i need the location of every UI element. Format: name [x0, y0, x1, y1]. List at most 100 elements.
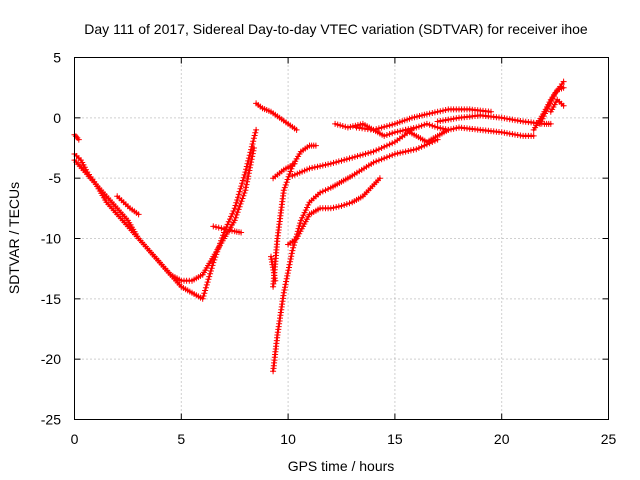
data-point	[346, 155, 353, 162]
data-point	[228, 213, 235, 220]
data-point	[314, 163, 321, 170]
data-point	[286, 261, 293, 268]
data-point	[381, 132, 388, 139]
data-point	[440, 107, 446, 114]
data-point	[389, 152, 396, 159]
series-sat-f	[253, 100, 300, 133]
y-tick-label: -10	[41, 231, 61, 247]
data-point	[203, 281, 210, 288]
data-point	[407, 147, 414, 154]
data-point	[386, 141, 393, 148]
data-point	[201, 290, 208, 297]
data-point	[251, 132, 258, 139]
data-point	[335, 203, 342, 210]
data-point	[202, 284, 209, 291]
y-tick-labels: 5 0 -5 -10 -15 -20 -25	[41, 50, 61, 428]
data-point	[375, 125, 382, 132]
data-point	[272, 277, 279, 284]
data-point	[281, 287, 288, 293]
data-point	[322, 187, 329, 194]
data-point	[306, 165, 313, 172]
data-point	[378, 145, 385, 151]
data-point	[225, 218, 232, 225]
series-sat-l	[289, 126, 415, 179]
data-point	[407, 125, 414, 132]
data-point	[283, 179, 290, 186]
data-point	[212, 254, 219, 261]
data-point	[240, 192, 247, 199]
data-point	[373, 126, 380, 133]
data-point	[239, 180, 246, 187]
data-point	[332, 120, 339, 127]
data-point	[243, 181, 250, 188]
grid	[74, 57, 609, 420]
data-point	[233, 199, 240, 206]
data-point	[338, 202, 345, 209]
data-point	[234, 209, 241, 216]
data-point	[418, 122, 425, 129]
data-point	[241, 190, 248, 196]
data-point	[381, 143, 388, 150]
series-sat-h	[268, 253, 279, 284]
data-point	[383, 123, 390, 130]
data-point	[442, 126, 449, 133]
data-point	[333, 159, 340, 166]
data-point	[389, 130, 396, 137]
data-point	[243, 166, 250, 173]
data-point	[389, 121, 396, 128]
data-point	[413, 146, 420, 153]
data-point	[394, 150, 401, 157]
data-point	[229, 210, 236, 217]
data-point	[357, 152, 364, 159]
data-point	[365, 150, 372, 157]
data-point	[218, 237, 225, 244]
data-point	[224, 221, 231, 228]
data-point	[247, 161, 254, 168]
data-point	[238, 229, 245, 236]
data-point	[354, 153, 361, 160]
data-point	[135, 211, 142, 218]
data-point	[236, 203, 243, 210]
data-point	[346, 200, 353, 207]
data-point	[337, 122, 344, 129]
data-point	[322, 161, 329, 168]
data-point	[75, 136, 82, 143]
data-point	[381, 123, 388, 130]
data-series	[71, 78, 567, 375]
series-sat-n	[353, 106, 494, 133]
data-point	[287, 168, 294, 175]
data-point	[297, 217, 304, 224]
data-point	[233, 211, 240, 218]
data-point	[220, 232, 226, 239]
data-point	[216, 243, 223, 250]
x-tick-label: 5	[177, 431, 185, 447]
data-point	[440, 125, 446, 132]
data-point	[290, 244, 297, 251]
data-point	[293, 126, 300, 133]
data-point	[247, 149, 254, 156]
data-point	[319, 188, 326, 195]
data-point	[413, 124, 420, 131]
x-axis-label: GPS time / hours	[288, 458, 395, 474]
data-point	[282, 181, 289, 188]
data-point	[383, 132, 390, 138]
data-point	[288, 250, 295, 257]
data-point	[375, 157, 382, 164]
data-point	[415, 145, 422, 151]
data-point	[397, 128, 404, 135]
data-point	[238, 183, 245, 190]
data-point	[450, 125, 457, 132]
data-point	[219, 235, 226, 241]
data-point	[248, 143, 255, 150]
data-point	[376, 175, 383, 182]
data-point	[542, 110, 548, 117]
data-point	[302, 207, 309, 214]
y-axis-label: SDTVAR / TECUs	[6, 182, 22, 294]
series-sat-i	[270, 136, 441, 375]
series-sat-b	[71, 126, 260, 302]
data-point	[214, 248, 221, 255]
data-point	[206, 273, 213, 280]
series-sat-j	[270, 160, 298, 182]
data-point	[547, 120, 554, 127]
